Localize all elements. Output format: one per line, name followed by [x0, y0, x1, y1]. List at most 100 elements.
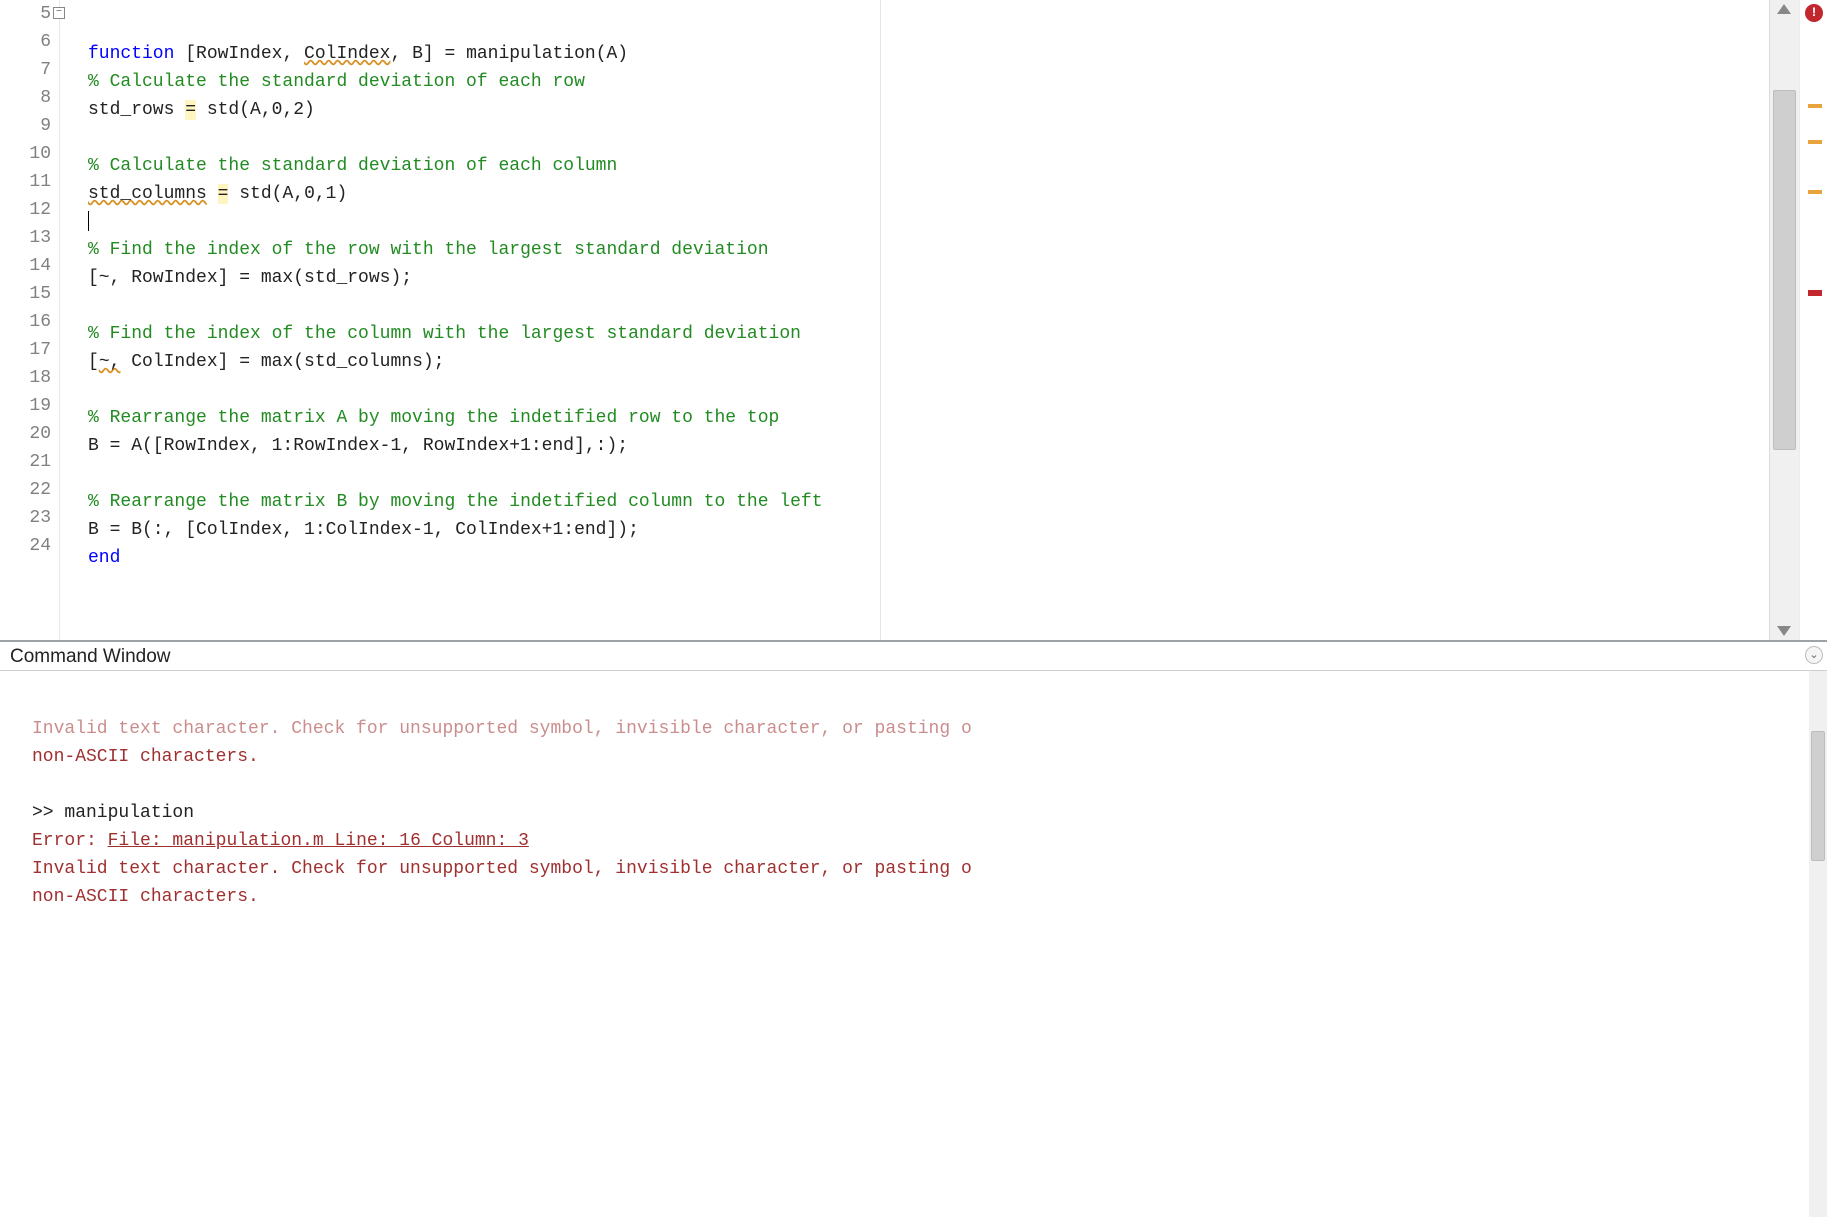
output-text — [32, 775, 43, 795]
command-output-line: Invalid text character. Check for unsupp… — [32, 715, 1827, 743]
matlab-window: 5−6789101112131415161718192021222324 fun… — [0, 0, 1827, 1217]
code-line[interactable]: function [RowIndex, ColIndex, B] = manip… — [88, 40, 1769, 68]
code-line[interactable]: end — [88, 544, 1769, 572]
line-number: 11 — [0, 168, 51, 196]
code-line[interactable]: % Find the index of the row with the lar… — [88, 236, 1769, 264]
code-area[interactable]: function [RowIndex, ColIndex, B] = manip… — [60, 0, 1769, 640]
warning-marker[interactable] — [1808, 104, 1822, 108]
code-line[interactable] — [88, 572, 1769, 600]
command-scroll-thumb[interactable] — [1811, 731, 1825, 861]
code-token: % Find the index of the row with the lar… — [88, 240, 769, 260]
code-line[interactable]: % Rearrange the matrix A by moving the i… — [88, 404, 1769, 432]
code-token: % Calculate the standard deviation of ea… — [88, 72, 585, 92]
command-window-title: Command Window — [10, 646, 171, 667]
text-cursor — [88, 211, 89, 231]
code-line[interactable] — [88, 124, 1769, 152]
editor-pane: 5−6789101112131415161718192021222324 fun… — [0, 0, 1827, 642]
command-output-line: non-ASCII characters. — [32, 743, 1827, 771]
output-text: >> manipulation — [32, 803, 194, 823]
code-line[interactable] — [88, 292, 1769, 320]
output-text: Invalid text character. Check for unsupp… — [32, 719, 972, 739]
code-line[interactable]: % Calculate the standard deviation of ea… — [88, 152, 1769, 180]
line-number: 19 — [0, 392, 51, 420]
scroll-thumb[interactable] — [1773, 90, 1796, 450]
code-token: std(A,0,2) — [196, 100, 315, 120]
code-line[interactable]: std_columns = std(A,0,1) — [88, 180, 1769, 208]
line-number: 16 — [0, 308, 51, 336]
code-token: % Rearrange the matrix B by moving the i… — [88, 492, 823, 512]
code-token: std_rows — [88, 100, 185, 120]
code-token — [207, 184, 218, 204]
command-window-title-bar: Command Window ⌄ — [0, 642, 1827, 671]
line-number: 18 — [0, 364, 51, 392]
line-number: 23 — [0, 504, 51, 532]
line-number: 22 — [0, 476, 51, 504]
code-token: % Find the index of the column with the … — [88, 324, 801, 344]
code-token: [~, RowIndex] = max(std_rows); — [88, 268, 412, 288]
right-margin-guide — [880, 0, 881, 640]
line-number: 17 — [0, 336, 51, 364]
code-line[interactable]: [~, ColIndex] = max(std_columns); — [88, 348, 1769, 376]
code-token: function — [88, 44, 174, 64]
warning-marker[interactable] — [1808, 140, 1822, 144]
line-number: 14 — [0, 252, 51, 280]
code-token: % Calculate the standard deviation of ea… — [88, 156, 617, 176]
command-window-body[interactable]: Invalid text character. Check for unsupp… — [0, 671, 1827, 1217]
code-line[interactable] — [88, 208, 1769, 236]
code-line[interactable]: [~, RowIndex] = max(std_rows); — [88, 264, 1769, 292]
line-number: 12 — [0, 196, 51, 224]
line-number: 20 — [0, 420, 51, 448]
command-output-line: Error: File: manipulation.m Line: 16 Col… — [32, 827, 1827, 855]
line-number: 8 — [0, 84, 51, 112]
line-number: 6 — [0, 28, 51, 56]
output-text: Invalid text character. Check for unsupp… — [32, 859, 972, 879]
code-token: ColIndex — [304, 44, 390, 64]
code-token: = — [185, 100, 196, 120]
command-output-line: >> manipulation — [32, 799, 1827, 827]
scroll-down-icon[interactable] — [1777, 626, 1791, 636]
line-number: 15 — [0, 280, 51, 308]
line-number: 9 — [0, 112, 51, 140]
code-token: , B] = manipulation(A) — [390, 44, 628, 64]
warning-marker[interactable] — [1808, 190, 1822, 194]
output-text: non-ASCII characters. — [32, 887, 259, 907]
code-line[interactable] — [88, 376, 1769, 404]
code-token: ~, — [99, 352, 121, 372]
line-number: 7 — [0, 56, 51, 84]
code-token: % Rearrange the matrix A by moving the i… — [88, 408, 779, 428]
editor-main: 5−6789101112131415161718192021222324 fun… — [0, 0, 1769, 640]
error-link[interactable]: File: manipulation.m Line: 16 Column: 3 — [108, 831, 529, 851]
code-line[interactable]: B = B(:, [ColIndex, 1:ColIndex-1, ColInd… — [88, 516, 1769, 544]
code-line[interactable]: % Find the index of the column with the … — [88, 320, 1769, 348]
code-token: end — [88, 548, 120, 568]
output-text: Error: — [32, 831, 108, 851]
command-output-line — [32, 771, 1827, 799]
code-token: = — [218, 184, 229, 204]
code-token: std_columns — [88, 184, 207, 204]
command-output-line: Invalid text character. Check for unsupp… — [32, 855, 1827, 883]
line-number: 13 — [0, 224, 51, 252]
panel-menu-icon[interactable]: ⌄ — [1805, 646, 1823, 664]
line-gutter: 5−6789101112131415161718192021222324 — [0, 0, 60, 640]
code-token: B = B(:, [ColIndex, 1:ColIndex-1, ColInd… — [88, 520, 639, 540]
code-token: [ — [88, 352, 99, 372]
command-output-line: non-ASCII characters. — [32, 883, 1827, 911]
code-line[interactable]: B = A([RowIndex, 1:RowIndex-1, RowIndex+… — [88, 432, 1769, 460]
code-token: B = A([RowIndex, 1:RowIndex-1, RowIndex+… — [88, 436, 628, 456]
code-line[interactable]: std_rows = std(A,0,2) — [88, 96, 1769, 124]
code-analyzer-strip[interactable]: ! — [1799, 0, 1827, 640]
error-marker[interactable] — [1808, 290, 1822, 296]
error-badge-icon[interactable]: ! — [1805, 4, 1823, 22]
code-line[interactable]: % Calculate the standard deviation of ea… — [88, 68, 1769, 96]
code-line[interactable] — [88, 460, 1769, 488]
code-token: ColIndex] = max(std_columns); — [120, 352, 444, 372]
line-number: 5− — [0, 0, 51, 28]
code-token: std(A,0,1) — [228, 184, 347, 204]
editor-scrollbar[interactable] — [1769, 0, 1799, 640]
code-line[interactable]: % Rearrange the matrix B by moving the i… — [88, 488, 1769, 516]
line-number: 24 — [0, 532, 51, 560]
output-text: non-ASCII characters. — [32, 747, 259, 767]
command-scrollbar[interactable] — [1809, 671, 1827, 1217]
line-number: 10 — [0, 140, 51, 168]
scroll-up-icon[interactable] — [1777, 4, 1791, 14]
